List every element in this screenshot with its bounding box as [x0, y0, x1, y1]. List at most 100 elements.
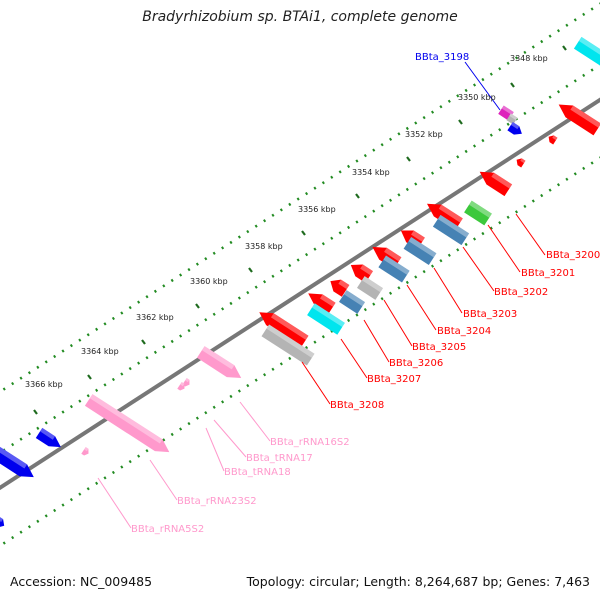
scale-label-3354: 3354 kbp: [352, 168, 390, 177]
gene-label-bbta-3208[interactable]: BBta_3208: [330, 400, 384, 411]
blue-fwd-gene-1: [35, 427, 61, 448]
gene-3205-gray: [357, 276, 383, 300]
gene-label-bbta-3207[interactable]: BBta_3207: [367, 374, 421, 385]
gene-label-bbta-rrna23s2[interactable]: BBta_rRNA23S2: [177, 496, 257, 507]
blue-fwd-gene-2-shade: [0, 446, 28, 469]
leader-3198: [464, 61, 501, 111]
leader-rrna16s2: [239, 401, 271, 442]
tick-dot-rings: [0, 2, 600, 548]
gene-3208-gray-shade: [266, 324, 315, 358]
gene-label-bbta-rrna16s2[interactable]: BBta_rRNA16S2: [270, 437, 350, 448]
gene-3204-blue: [378, 255, 410, 283]
scale-label-3360: 3360 kbp: [190, 277, 228, 286]
leader-rrna23s2: [149, 459, 178, 501]
leader-3200: [515, 213, 546, 256]
rrna-16s2-block: [197, 346, 242, 378]
kbp-tick-1: [510, 82, 515, 88]
gene-small-red-2-body: [516, 158, 526, 168]
gene-3203-blue-body: [403, 237, 437, 265]
gene-label-bbta-3201[interactable]: BBta_3201: [521, 268, 575, 279]
gene-3204-blue-shade: [383, 255, 410, 275]
map-title: Bradyrhizobium sp. BTAi1, complete genom…: [142, 9, 458, 25]
rrna-5s2-block: [81, 447, 89, 456]
gene-label-bbta-3204[interactable]: BBta_3204: [437, 326, 491, 337]
inner-dot-ring-1: [0, 63, 600, 455]
red-track-gene-1-shade: [438, 204, 463, 223]
scale-label-3350: 3350 kbp: [458, 93, 496, 102]
red-track-gene-7-shade: [271, 313, 309, 340]
gene-3200-green: [464, 200, 492, 226]
blue-fwd-gene-3-body: [0, 517, 5, 527]
leader-3205: [383, 299, 413, 347]
red-track-gene-7: [259, 312, 309, 348]
scale-label-3356: 3356 kbp: [298, 205, 336, 214]
gene-3207-cyan-body: [307, 303, 345, 335]
gene-small-red-2-shade: [520, 158, 526, 164]
gene-3200-green-shade: [469, 200, 492, 218]
gene-3199b-red: [558, 104, 600, 136]
rrna-23s2-block-shade: [89, 394, 163, 444]
rrna-23s2-block: [84, 394, 170, 453]
leader-3201: [487, 224, 521, 273]
gene-label-bbta-trna18[interactable]: BBta_tRNA18: [224, 467, 291, 478]
blue-fwd-gene-2: [0, 446, 34, 478]
gene-3203-blue: [403, 237, 437, 265]
gene-small-red-1: [548, 135, 558, 145]
kbp-tick-marks: [33, 45, 567, 415]
scale-label-3362: 3362 kbp: [136, 313, 174, 322]
leader-3208: [301, 361, 331, 405]
gene-3206-blue: [339, 290, 365, 314]
trna-18-block-body: [177, 382, 185, 391]
scale-label-3366: 3366 kbp: [25, 380, 63, 389]
gene-label-bbta-3203[interactable]: BBta_3203: [463, 309, 517, 320]
leader-3204: [406, 284, 437, 331]
gene-3199b-red-body: [558, 104, 600, 136]
gene-3208-gray-body: [261, 324, 315, 366]
label-leader-lines: [97, 61, 546, 529]
gene-3202-blue-shade: [437, 214, 470, 238]
gene-label-bbta-trna17[interactable]: BBta_tRNA17: [246, 453, 313, 464]
gene-3202-blue: [432, 214, 470, 246]
blue-fwd-gene-1-shade: [40, 427, 56, 440]
gene-label-bbta-3206[interactable]: BBta_3206: [389, 358, 443, 369]
inner-dot-ring-2: [0, 156, 600, 548]
scale-label-3352: 3352 kbp: [405, 130, 443, 139]
gene-label-bbta-3202[interactable]: BBta_3202: [494, 287, 548, 298]
gene-3206-blue-body: [339, 290, 365, 314]
leader-rrna5s2: [97, 477, 132, 529]
gene-small-red-1-body: [548, 135, 558, 145]
red-track-gene-4-shade: [360, 264, 373, 276]
red-track-gene-5-body: [330, 279, 350, 297]
kbp-tick-2: [458, 119, 463, 125]
gene-3202-blue-body: [432, 214, 470, 246]
gene-label-bbta-3200[interactable]: BBta_3200: [546, 250, 600, 261]
leader-3203: [433, 267, 463, 314]
gene-3207-cyan: [307, 303, 345, 335]
genome-summary-text: Topology: circular; Length: 8,264,687 bp…: [246, 574, 590, 589]
outer-dot-ring: [0, 2, 600, 394]
gene-3197-block-shade: [578, 36, 600, 55]
kbp-tick-4: [355, 193, 360, 199]
leader-3207: [340, 338, 368, 379]
gene-3206-blue-shade: [343, 290, 365, 307]
gene-label-bbta-3205[interactable]: BBta_3205: [412, 342, 466, 353]
gene-3203-blue-shade: [408, 237, 437, 258]
gene-3198-magenta-shade: [501, 105, 514, 115]
trna-18-block: [177, 382, 185, 391]
red-track-gene-5: [330, 279, 350, 297]
leader-3202: [462, 246, 495, 292]
blue-fwd-gene-3-shade: [0, 517, 4, 522]
kbp-tick-8: [141, 339, 146, 345]
trna-17-block-shade: [185, 378, 190, 383]
gene-label-bbta-3198[interactable]: BBta_3198: [415, 52, 469, 63]
gene-label-bbta-rrna5s2[interactable]: BBta_rRNA5S2: [131, 524, 204, 535]
genome-backbone: [0, 97, 600, 491]
blue-fwd-gene-2-body: [0, 446, 34, 478]
rrna-16s2-block-shade: [202, 346, 235, 370]
leader-trna17: [213, 419, 247, 458]
red-track-gene-3-shade: [384, 247, 402, 262]
gene-small-red-2: [516, 158, 526, 168]
gene-3208-gray: [261, 324, 315, 366]
